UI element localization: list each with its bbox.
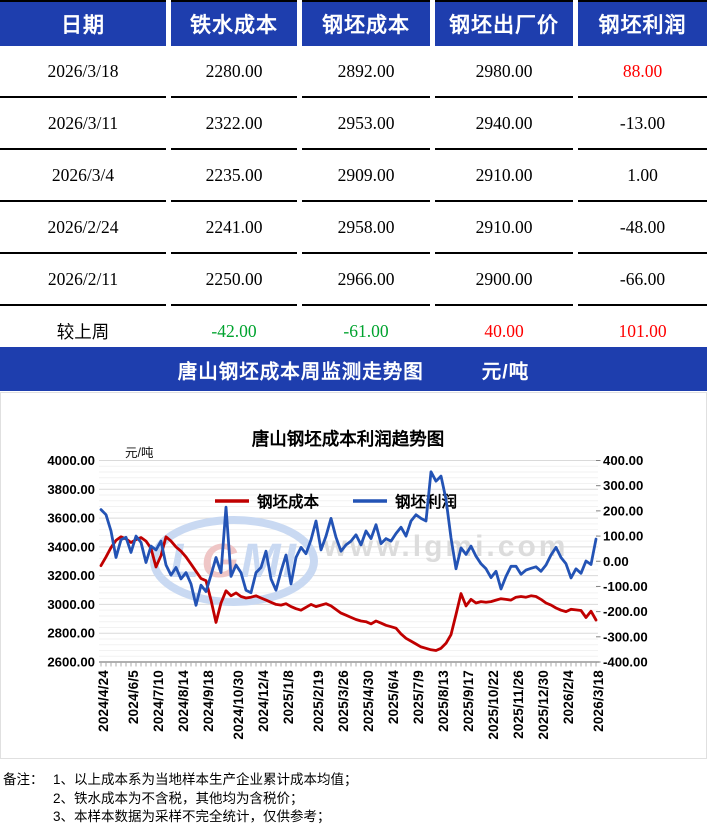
note-line: 3、本样本数据为采样不完全统计，仅供参考； <box>53 809 331 824</box>
left-axis-tick-label: 3000.00 <box>47 597 95 612</box>
table-row: 2026/3/4 2235.00 2909.00 2910.00 1.00 <box>0 150 707 202</box>
row-label-cell: 2026/3/18 <box>0 46 166 98</box>
cost-line-series <box>99 535 598 652</box>
left-axis-tick-label: 2800.00 <box>47 626 95 641</box>
value-cell: 2910.00 <box>435 202 573 254</box>
value-cell: 101.00 <box>618 320 667 341</box>
row-label-cell: 2026/3/4 <box>0 150 166 202</box>
value-cell: 2322.00 <box>171 98 297 150</box>
legend-label-cost: 钢坯成本 <box>257 492 320 511</box>
table-row: 2026/3/11 2322.00 2953.00 2940.00 -13.00 <box>0 98 707 150</box>
chart-title: 唐山钢坯成本利润趋势图 <box>252 429 445 449</box>
right-axis-tick-label: 100.00 <box>603 529 643 544</box>
value-cell: -13.00 <box>578 98 707 150</box>
right-axis-tick-label: -400.00 <box>603 655 648 670</box>
value-cell: -48.00 <box>578 202 707 254</box>
left-axis-tick-label: 3400.00 <box>47 539 95 554</box>
table-row: 较上周 -42.00 -61.00 40.00 101.00 <box>0 306 707 356</box>
row-label-cell: 2026/2/24 <box>0 202 166 254</box>
legend-label-profit: 钢坯利润 <box>395 492 457 511</box>
table-header-row: 日期 铁水成本 钢坯成本 钢坯出厂价 钢坯利润 <box>0 0 707 46</box>
notes-items: 1、以上成本系为当地样本生产企业累计成本均值； 2、铁水成本为不含税，其他均为含税… <box>53 771 707 835</box>
value-cell: 1.00 <box>578 150 707 202</box>
right-axis-tick-label: 400.00 <box>603 453 643 468</box>
table-row: 2026/3/18 2280.00 2892.00 2980.00 88.00 <box>0 46 707 98</box>
value-cell: -42.00 <box>211 320 257 341</box>
left-axis-tick-label: 3600.00 <box>47 511 95 526</box>
value-cell: 2958.00 <box>302 202 430 254</box>
table-row: 2026/2/11 2250.00 2966.00 2900.00 -66.00 <box>0 254 707 306</box>
chart-unit-label: 元/吨 <box>125 446 154 460</box>
section-banner: 唐山钢坯成本周监测走势图 元/吨 <box>0 347 707 391</box>
value-cell: 40.00 <box>484 320 524 341</box>
column-header: 铁水成本 <box>171 0 297 46</box>
cost-table: 日期 铁水成本 钢坯成本 钢坯出厂价 钢坯利润 2026/3/18 2280.00 2892… <box>0 0 707 356</box>
note-line: 2、铁水成本为不含税，其他均为含税价； <box>53 790 304 806</box>
value-cell: 2910.00 <box>435 150 573 202</box>
column-header: 钢坯利润 <box>578 0 707 46</box>
right-axis-tick-label: 300.00 <box>603 478 643 493</box>
value-cell: 88.00 <box>578 46 707 98</box>
notes: 备注： 1、以上成本系为当地样本生产企业累计成本均值； 2、铁水成本为不含税，其他… <box>0 758 707 835</box>
trend-chart: LGMI www.lgmi.com 钢坯成本 钢坯利润 4000.00 3800.00 36… <box>0 392 707 759</box>
value-cell: -61.00 <box>343 320 389 341</box>
row-label-cell: 2026/3/11 <box>0 98 166 150</box>
right-axis-tick-label: 0.00 <box>603 554 629 569</box>
right-axis-tick-label: -300.00 <box>603 629 648 644</box>
value-cell: 2900.00 <box>435 254 573 306</box>
value-cell: 2909.00 <box>302 150 430 202</box>
banner-unit-label: 元/吨 <box>481 360 530 383</box>
column-header: 钢坯成本 <box>302 0 430 46</box>
value-cell: 2280.00 <box>171 46 297 98</box>
right-axis-tick-label: 200.00 <box>603 503 643 518</box>
value-cell: 2235.00 <box>171 150 297 202</box>
column-header: 日期 <box>0 0 166 46</box>
right-axis-tick-label: -100.00 <box>603 579 648 594</box>
value-cell: -66.00 <box>578 254 707 306</box>
profit-line-series <box>99 470 598 607</box>
notes-label: 备注： <box>3 772 44 787</box>
row-label-cell: 2026/2/11 <box>0 254 166 306</box>
value-cell: 2966.00 <box>302 254 430 306</box>
value-cell: 2940.00 <box>435 98 573 150</box>
value-cell: 2241.00 <box>171 202 297 254</box>
value-cell: 2980.00 <box>435 46 573 98</box>
note-line: 1、以上成本系为当地样本生产企业累计成本均值； <box>53 772 358 787</box>
banner-title: 唐山钢坯成本周监测走势图 <box>177 360 424 383</box>
value-cell: 2250.00 <box>171 254 297 306</box>
value-cell: 2953.00 <box>302 98 430 150</box>
left-axis-tick-label: 3800.00 <box>47 482 95 497</box>
table-body: 2026/3/18 2280.00 2892.00 2980.00 88.00 2026/… <box>0 46 707 356</box>
right-axis-tick-label: -200.00 <box>603 604 648 619</box>
left-axis-tick-label: 2600.00 <box>47 655 95 670</box>
watermark-url: www.lgmi.com <box>323 530 569 563</box>
left-axis-tick-label: 4000.00 <box>47 453 95 468</box>
value-cell: 2892.00 <box>302 46 430 98</box>
column-header: 钢坯出厂价 <box>435 0 573 46</box>
row-label-cell: 较上周 <box>56 321 110 342</box>
left-axis-tick-label: 3200.00 <box>47 568 95 583</box>
table-row: 2026/2/24 2241.00 2958.00 2910.00 -48.00 <box>0 202 707 254</box>
